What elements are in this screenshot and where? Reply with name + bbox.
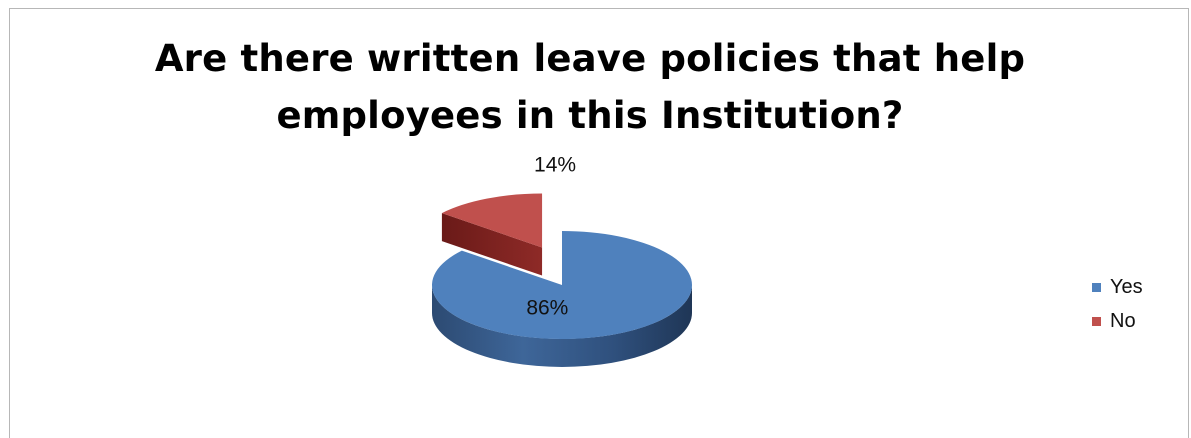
pie-slice-side-no — [441, 213, 543, 276]
legend-item-yes: Yes — [1092, 272, 1143, 302]
chart-frame — [9, 8, 1189, 438]
legend-item-no: No — [1092, 306, 1143, 336]
legend-swatch-no — [1092, 316, 1101, 326]
chart-legend: Yes No — [1092, 272, 1143, 340]
pie-slice-yes — [431, 231, 693, 367]
pie-slice-no — [441, 193, 543, 276]
legend-label-no: No — [1110, 309, 1136, 332]
legend-label-yes: Yes — [1110, 275, 1143, 298]
legend-swatch-yes — [1092, 282, 1101, 292]
data-label-yes: 86% — [526, 297, 568, 320]
pie-slice-side-yes — [432, 285, 692, 367]
pie-chart: 14% 86% — [431, 154, 693, 367]
chart-title: Are there written leave policies that he… — [154, 37, 1026, 137]
data-label-no: 14% — [534, 154, 576, 177]
pie-slice-top-no — [441, 193, 543, 248]
pie-slice-top-yes — [431, 231, 693, 340]
